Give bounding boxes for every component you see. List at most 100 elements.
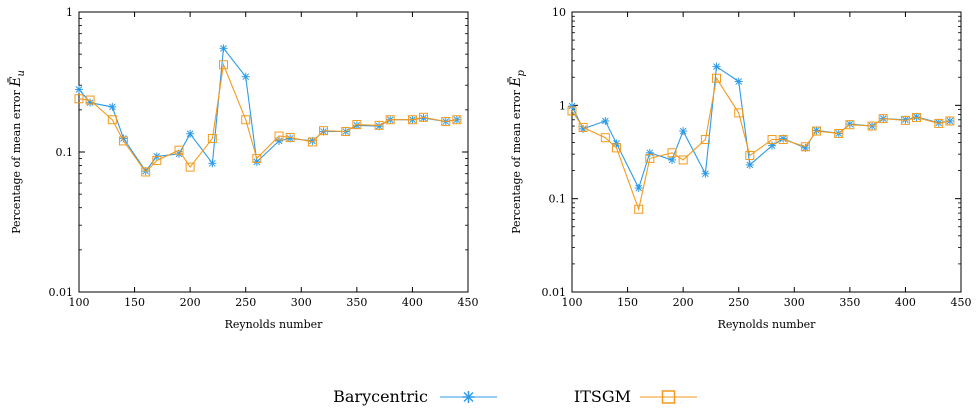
data-point — [834, 128, 844, 138]
data-point — [812, 126, 821, 135]
data-point — [407, 115, 417, 125]
data-point — [645, 153, 655, 163]
data-point — [241, 115, 251, 125]
data-point — [912, 113, 922, 123]
data-point — [385, 115, 395, 125]
data-point — [634, 184, 643, 193]
data-point — [800, 142, 810, 152]
data-point — [712, 62, 721, 71]
data-point — [152, 155, 162, 165]
data-point — [601, 116, 610, 125]
data-point — [767, 135, 777, 145]
legend-label-itsgm: ITSGM — [574, 387, 631, 406]
y-axis-title: Percentage of mean error Ēu — [6, 70, 27, 234]
legend-marker-asterisk-icon — [462, 391, 475, 403]
x-tick-label: 150 — [617, 296, 638, 309]
x-axis-title: Reynolds number — [718, 318, 817, 331]
data-point — [867, 121, 877, 131]
data-point — [141, 167, 151, 177]
data-point — [700, 135, 710, 145]
x-tick-label: 300 — [784, 296, 805, 309]
data-point — [252, 153, 262, 163]
x-tick-label: 450 — [951, 296, 972, 309]
x-tick-label: 300 — [291, 296, 312, 309]
data-point — [711, 73, 721, 83]
data-point — [600, 133, 610, 143]
x-tick-label: 200 — [180, 296, 201, 309]
data-point — [274, 131, 284, 141]
data-point — [778, 135, 788, 145]
data-point — [352, 120, 362, 130]
data-point — [745, 151, 755, 161]
data-point — [218, 60, 228, 70]
legend: Barycentric ITSGM — [333, 387, 697, 406]
data-point — [745, 160, 754, 169]
x-tick-label: 100 — [69, 296, 90, 309]
data-point — [945, 116, 955, 126]
data-point — [645, 148, 654, 157]
y-axis-title: Percentage of mean error Ēp — [506, 70, 527, 234]
series-line — [78, 46, 457, 173]
x-tick-label: 400 — [402, 296, 423, 309]
legend-entry-itsgm: ITSGM — [574, 387, 697, 406]
data-point — [108, 102, 117, 111]
data-point — [679, 127, 688, 136]
error-p-chart: 100 150 200 250 300 350 400 450 0.01 0.1 1 10 Reynol… — [506, 6, 972, 331]
data-point — [667, 148, 677, 158]
series-itsgm — [74, 60, 462, 177]
data-point — [207, 133, 217, 143]
data-point — [75, 85, 83, 94]
series-line — [571, 76, 951, 212]
data-point — [85, 95, 95, 105]
x-axis-title: Reynolds number — [225, 318, 324, 331]
data-point — [878, 114, 888, 124]
data-point — [678, 155, 688, 165]
data-point — [186, 129, 195, 138]
x-tick-label: 450 — [458, 296, 479, 309]
plot-frame — [78, 11, 469, 293]
legend-marker — [462, 391, 475, 403]
data-point — [275, 136, 284, 145]
data-point — [611, 143, 621, 153]
data-point — [118, 136, 128, 146]
data-point — [701, 169, 710, 178]
y-tick-label: 0.01 — [49, 286, 74, 299]
data-point — [185, 162, 195, 172]
data-point — [578, 122, 588, 132]
y-tick-label: 0.1 — [549, 193, 567, 206]
data-point — [107, 115, 117, 125]
data-point — [74, 94, 84, 104]
data-point — [219, 44, 228, 53]
legend-label-barycentric: Barycentric — [333, 387, 428, 406]
data-point — [174, 145, 184, 155]
data-point — [934, 118, 944, 128]
y-tick-label: 10 — [552, 6, 566, 19]
data-point — [734, 77, 743, 86]
y-tick-label: 0.1 — [56, 146, 74, 159]
data-point — [307, 137, 317, 147]
series-itsgm — [567, 73, 955, 214]
data-point — [568, 102, 576, 111]
data-point — [441, 117, 451, 127]
data-point — [319, 126, 329, 136]
data-point — [352, 121, 361, 130]
data-point — [567, 106, 577, 116]
legend-marker-square-icon — [661, 390, 676, 404]
y-tick-label: 1 — [66, 6, 73, 19]
x-tick-label: 200 — [673, 296, 694, 309]
data-point — [208, 159, 217, 168]
y-tick-label: 0.01 — [542, 286, 567, 299]
error-u-chart: 100 150 200 250 300 350 400 450 0.01 0.1 1 Reynolds… — [6, 6, 479, 331]
x-tick-label: 100 — [562, 296, 583, 309]
data-point — [285, 132, 295, 142]
data-point — [845, 120, 855, 130]
x-tick-label: 250 — [235, 296, 256, 309]
x-tick-label: 400 — [895, 296, 916, 309]
data-point — [341, 127, 351, 137]
y-tick-label: 1 — [559, 99, 566, 112]
data-point — [452, 115, 462, 125]
series-barycentric — [75, 44, 461, 176]
x-tick-label: 150 — [124, 296, 145, 309]
data-point — [768, 141, 777, 150]
